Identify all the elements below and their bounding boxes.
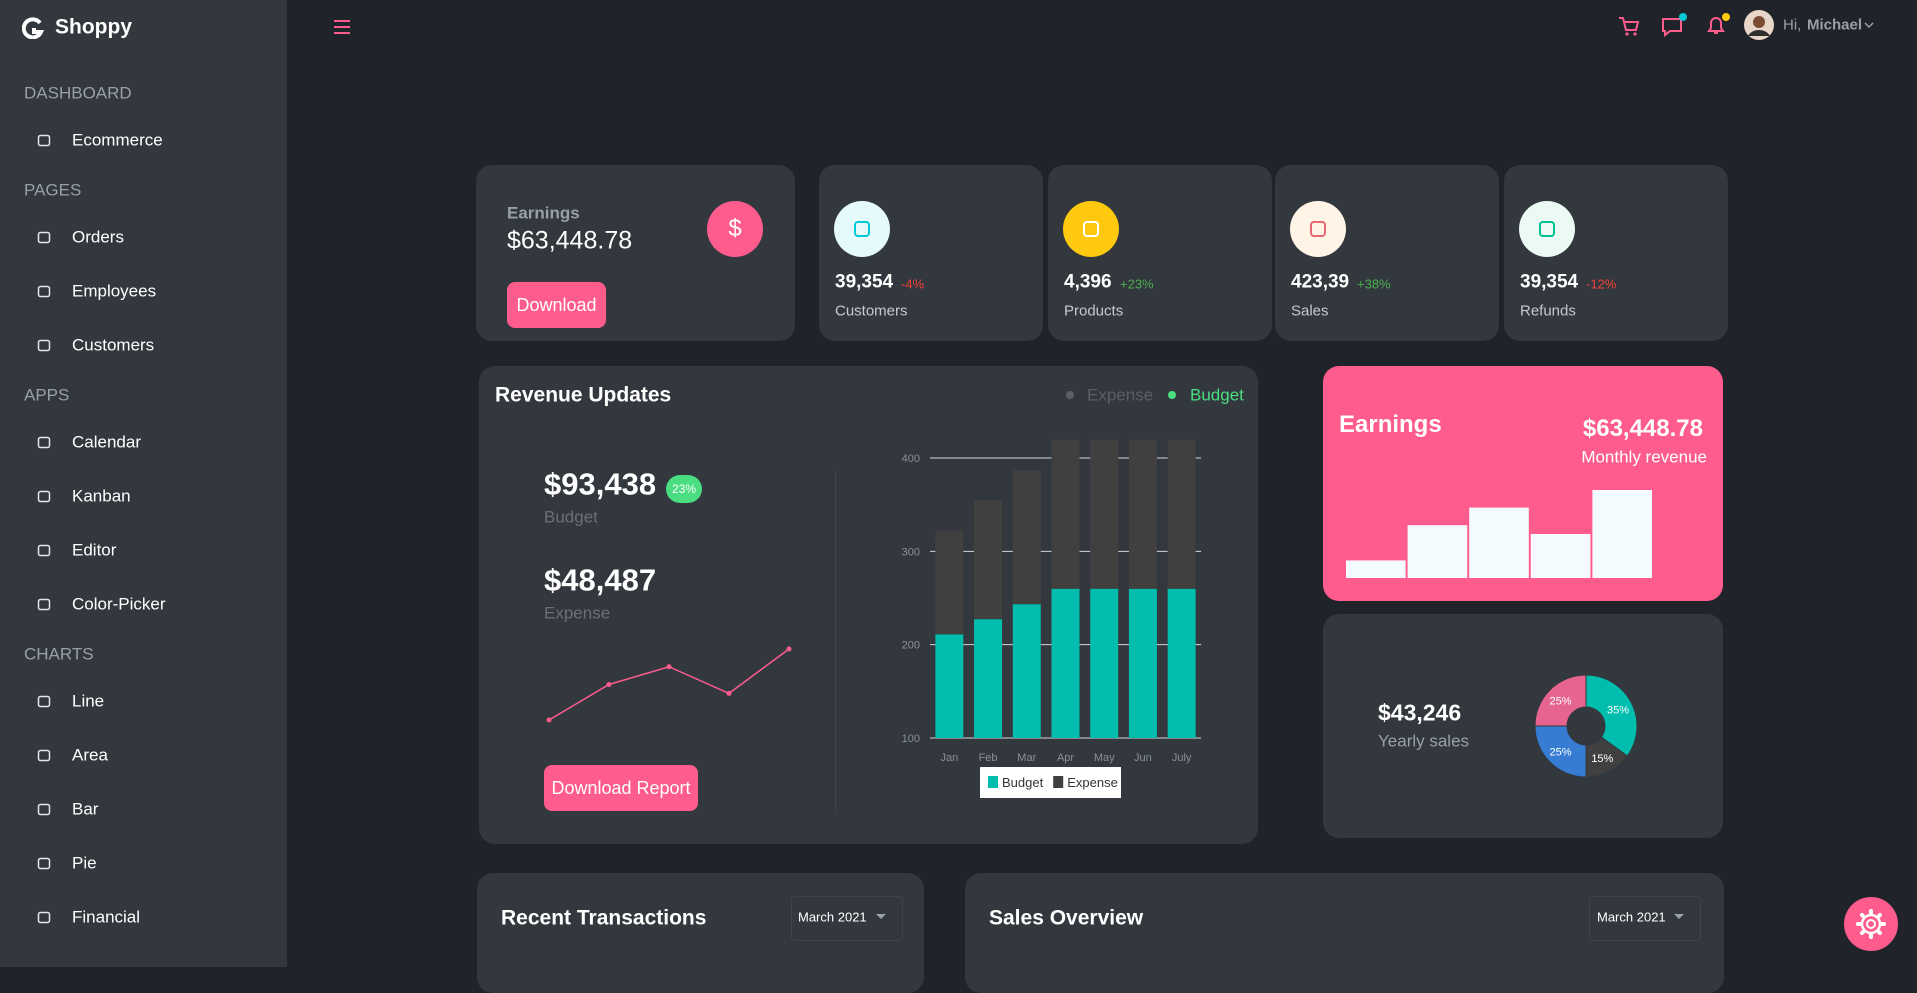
transactions-title: Recent Transactions <box>501 906 707 930</box>
nav-icon <box>37 134 51 147</box>
nav-icon <box>37 857 51 870</box>
nav-icon <box>37 436 51 449</box>
cart-button[interactable] <box>1617 14 1641 38</box>
legend-expense[interactable]: Expense <box>1087 385 1154 405</box>
user-name[interactable]: Michael <box>1807 16 1863 34</box>
expense-amount: $48,487 <box>544 562 657 598</box>
nav-item[interactable]: Area <box>72 745 108 765</box>
earnings-amount: $63,448.78 <box>507 226 633 255</box>
nav-item[interactable]: Bar <box>72 799 99 819</box>
sidebar: Shoppy DASHBOARD Ecommerce PAGES Orders Empl… <box>0 0 287 967</box>
stat-value: 39,354 <box>1520 271 1579 293</box>
settings-button[interactable] <box>1843 896 1899 952</box>
section-title: PAGES <box>24 180 82 200</box>
sales-overview-filter[interactable] <box>1589 896 1701 941</box>
stat-value: 4,396 <box>1064 271 1112 293</box>
budget-amount: $93,438 <box>544 466 657 502</box>
greeting: Hi, <box>1783 16 1802 34</box>
divider <box>835 471 836 813</box>
nav-icon <box>37 803 51 816</box>
nav-item[interactable]: Editor <box>72 540 117 560</box>
stat-change: -12% <box>1586 276 1617 292</box>
stat-change: +38% <box>1357 276 1391 292</box>
budget-badge: 23% <box>666 475 702 503</box>
stat-icon[interactable] <box>1063 201 1119 257</box>
notification-button[interactable] <box>1704 12 1732 38</box>
yearly-card <box>1323 614 1723 838</box>
stat-value: 423,39 <box>1291 271 1350 293</box>
banner-title: Earnings <box>1339 411 1442 438</box>
section-title: DASHBOARD <box>24 83 132 103</box>
revenue-card <box>479 366 1258 844</box>
stat-label: Sales <box>1291 302 1329 320</box>
legend-dot <box>1168 391 1176 399</box>
earnings-icon[interactable]: $ <box>707 201 763 257</box>
download-button[interactable]: Download <box>507 282 606 328</box>
stat-change: -4% <box>901 276 925 292</box>
budget-label: Budget <box>544 507 598 527</box>
yearly-amount: $43,246 <box>1378 699 1462 726</box>
stat-icon[interactable] <box>1519 201 1575 257</box>
nav-item[interactable]: Calendar <box>72 432 141 452</box>
nav-item[interactable]: Color-Picker <box>72 594 166 614</box>
earnings-banner <box>1323 366 1723 601</box>
nav-icon <box>37 544 51 557</box>
dropdown-caret <box>876 914 886 919</box>
nav-icon <box>37 598 51 611</box>
stat-glyph <box>1539 221 1555 237</box>
avatar[interactable] <box>1743 9 1775 41</box>
transactions-filter-text: March 2021 <box>798 909 867 925</box>
nav-icon <box>37 339 51 352</box>
section-title: CHARTS <box>24 644 94 664</box>
brand-name[interactable]: Shoppy <box>55 15 132 39</box>
user-menu-chevron[interactable] <box>1864 20 1874 30</box>
banner-subtitle: Monthly revenue <box>1581 447 1707 467</box>
legend-dot <box>1066 391 1074 399</box>
menu-button[interactable] <box>333 19 351 35</box>
stat-glyph <box>854 221 870 237</box>
nav-icon <box>37 231 51 244</box>
stat-glyph <box>1310 221 1326 237</box>
stat-label: Refunds <box>1520 302 1576 320</box>
section-title: APPS <box>24 385 70 405</box>
legend-budget[interactable]: Budget <box>1190 385 1244 405</box>
sales-overview-title: Sales Overview <box>989 906 1144 930</box>
nav-item[interactable]: Orders <box>72 227 124 247</box>
stat-label: Customers <box>835 302 908 320</box>
sales-overview-filter-text: March 2021 <box>1597 909 1666 925</box>
nav-icon <box>37 285 51 298</box>
nav-item[interactable]: Kanban <box>72 486 131 506</box>
download-report-button[interactable]: Download Report <box>544 765 698 811</box>
revenue-title: Revenue Updates <box>495 383 672 407</box>
stat-icon[interactable] <box>834 201 890 257</box>
nav-item[interactable]: Pie <box>72 853 97 873</box>
dropdown-caret <box>1674 914 1684 919</box>
brand-logo <box>22 17 44 39</box>
nav-icon <box>37 695 51 708</box>
yearly-label: Yearly sales <box>1378 731 1470 751</box>
nav-item[interactable]: Line <box>72 691 105 711</box>
earnings-title: Earnings <box>507 203 580 223</box>
nav-icon <box>37 490 51 503</box>
nav-item[interactable]: Customers <box>72 335 155 355</box>
nav-item[interactable]: Employees <box>72 281 157 301</box>
stat-glyph <box>1083 221 1099 237</box>
stat-icon[interactable] <box>1290 201 1346 257</box>
chat-button[interactable] <box>1660 12 1688 38</box>
transactions-filter[interactable] <box>791 896 903 941</box>
expense-label: Expense <box>544 603 611 623</box>
stat-label: Products <box>1064 302 1124 320</box>
nav-icon <box>37 749 51 762</box>
stat-value: 39,354 <box>835 271 894 293</box>
nav-item[interactable]: Financial <box>72 907 141 927</box>
nav-icon <box>37 911 51 924</box>
nav-item[interactable]: Ecommerce <box>72 130 163 150</box>
banner-amount: $63,448.78 <box>1582 415 1703 442</box>
stat-change: +23% <box>1120 276 1154 292</box>
